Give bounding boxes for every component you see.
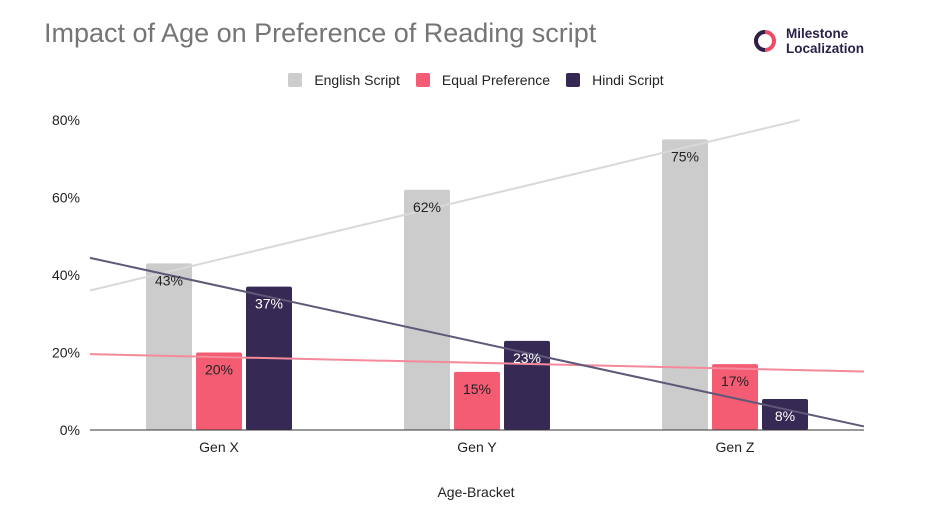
legend-label: Equal Preference [441,72,551,88]
chart-legend: English Script Equal Preference Hindi Scri… [0,72,952,88]
bar [404,189,450,430]
brand-logo: Milestone Localization [752,26,864,56]
x-tick-label: Gen Z [716,439,755,455]
data-label: 75% [671,148,699,164]
data-label: 8% [775,408,795,424]
y-tick-label: 80% [52,112,80,128]
data-label: 43% [155,272,183,288]
legend-swatch [288,73,303,87]
legend-swatch [566,73,581,87]
legend-swatch [415,73,430,87]
data-label: 37% [255,296,283,312]
bar [712,364,758,430]
bar [196,352,242,430]
legend-item: Hindi Script [566,72,664,88]
brand-line-2: Localization [786,41,865,56]
ring-logo-icon [754,30,776,52]
brand-line-1: Milestone [786,26,849,41]
x-axis-title: Age-Bracket [437,484,515,500]
data-label: 62% [413,199,441,215]
data-label: 15% [463,381,491,397]
legend-label: English Script [314,72,400,88]
legend-item: Equal Preference [415,72,551,88]
data-label: 17% [721,373,749,389]
y-tick-label: 60% [52,190,80,206]
y-tick-label: 40% [52,267,80,283]
brand-name: Milestone Localization [786,26,864,56]
data-label: 20% [205,362,233,378]
bar [454,371,500,430]
legend-item: English Script [288,72,400,88]
x-tick-label: Gen X [199,439,239,455]
data-label: 23% [513,350,541,366]
trendline [89,119,800,292]
chart-title: Impact of Age on Preference of Reading s… [44,18,597,48]
y-tick-label: 0% [60,422,80,438]
trendline [89,353,865,373]
legend-label: Hindi Script [592,72,664,88]
y-tick-label: 20% [52,345,80,361]
trendline [89,256,865,428]
x-tick-label: Gen Y [457,439,497,455]
bar [146,263,192,430]
bar [662,139,708,430]
